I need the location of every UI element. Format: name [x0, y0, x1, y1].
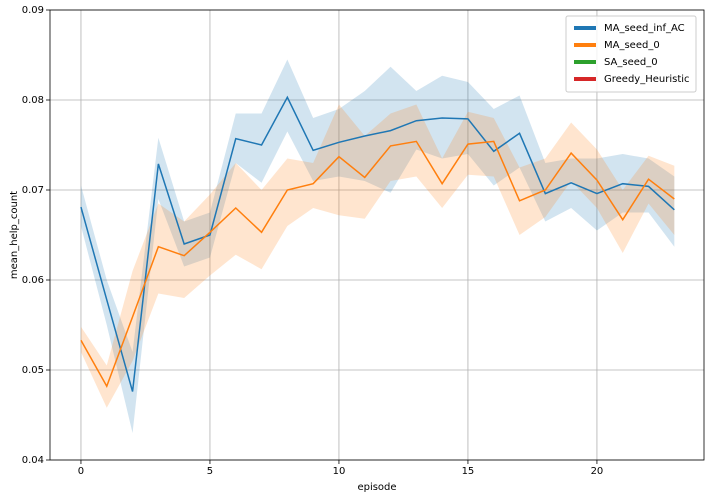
y-tick-label: 0.04 — [22, 455, 44, 466]
confidence-band — [80, 59, 675, 433]
legend-label: MA_seed_inf_AC — [604, 23, 685, 34]
axes-frame — [49, 9, 705, 461]
legend-label: Greedy_Heuristic — [604, 74, 690, 85]
x-tick-label: 10 — [333, 466, 346, 477]
legend-box — [565, 15, 697, 93]
confidence-band — [80, 104, 675, 408]
ticks: 0 5 10 15 20 0.04 0.05 0.06 0.07 0.08 0.09 — [22, 5, 604, 477]
x-tick-label: 20 — [591, 466, 604, 477]
legend: MA_seed_inf_AC MA_seed_0 SA_seed_0 Greedy_H… — [565, 15, 697, 93]
x-tick-label: 5 — [207, 466, 213, 477]
y-tick-label: 0.05 — [22, 365, 44, 376]
bands — [80, 59, 675, 433]
x-axis-label: episode — [357, 482, 396, 493]
series-line — [80, 95, 675, 392]
lines — [80, 95, 675, 392]
y-tick-label: 0.09 — [22, 5, 44, 16]
y-tick-label: 0.06 — [22, 275, 44, 286]
y-tick-label: 0.08 — [22, 95, 44, 106]
y-tick-label: 0.07 — [22, 185, 44, 196]
series-line — [80, 140, 675, 388]
x-tick-label: 0 — [78, 466, 84, 477]
y-axis-label: mean_help_count — [9, 191, 20, 279]
legend-label: SA_seed_0 — [604, 57, 658, 68]
legend-label: MA_seed_0 — [604, 40, 660, 51]
x-tick-label: 15 — [462, 466, 475, 477]
